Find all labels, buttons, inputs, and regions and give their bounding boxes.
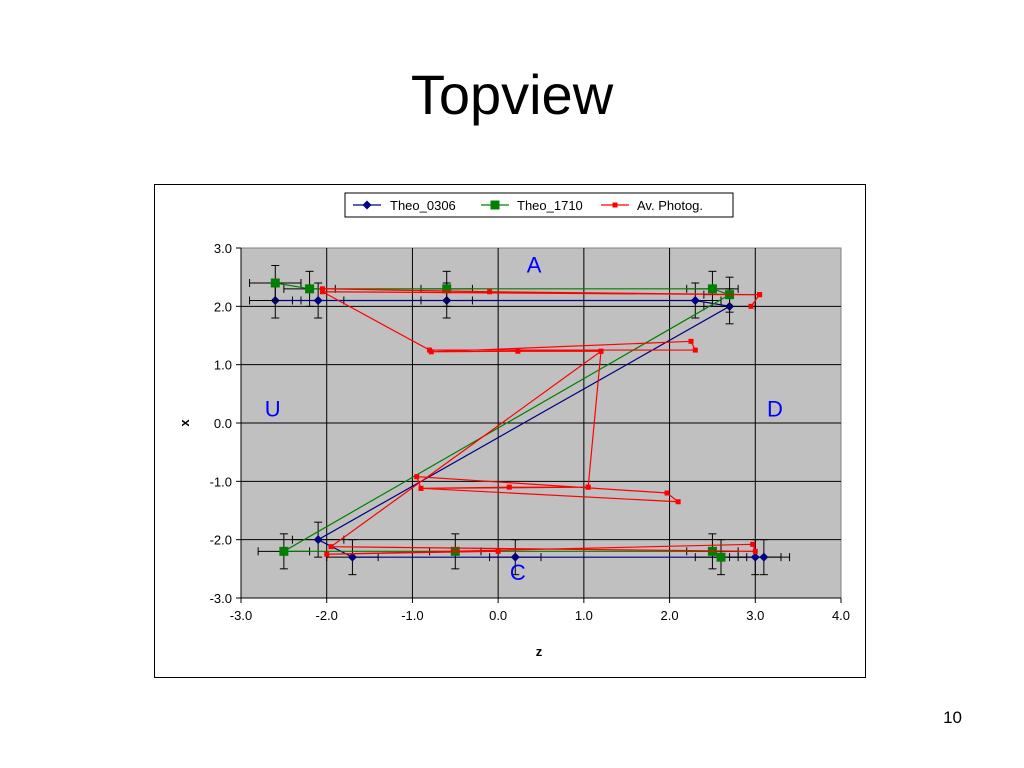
y-tick-label: 3.0: [214, 241, 232, 256]
series-line: [322, 288, 761, 555]
data-point: [598, 348, 604, 354]
page-number: 10: [943, 708, 962, 727]
data-point: [748, 303, 754, 309]
x-axis-title: z: [536, 644, 543, 659]
data-point: [319, 289, 325, 295]
chart-frame: -3.0 -2.0 -1.0 0.0 1.0 2.0 3.0 4.0 -3.0 -2.0 -1.0 0…: [154, 184, 866, 678]
data-point: [692, 347, 698, 353]
region-label-d: D: [767, 396, 783, 421]
y-axis-title: x: [177, 419, 192, 427]
data-point: [510, 552, 520, 562]
data-point: [319, 286, 325, 292]
data-point: [495, 548, 501, 554]
legend-label: Av. Photog.: [637, 198, 703, 213]
slide-title: Topview: [410, 63, 614, 126]
data-point: [612, 202, 618, 208]
region-label-a: A: [527, 252, 542, 277]
x-tick-label: 3.0: [746, 608, 764, 623]
data-point: [664, 490, 670, 496]
data-point: [688, 338, 694, 344]
data-point: [759, 552, 769, 562]
legend-label: Theo_1710: [517, 198, 583, 213]
y-tick-label: 0.0: [214, 416, 232, 431]
data-point: [707, 284, 717, 294]
series-line: [275, 299, 764, 558]
data-point: [362, 200, 372, 210]
data-point: [279, 546, 289, 556]
chart-svg: -3.0 -2.0 -1.0 0.0 1.0 2.0 3.0 4.0 -3.0 -2.0 -1.0 0…: [177, 192, 850, 659]
y-tick-label: -1.0: [210, 474, 232, 489]
y-tick-label: 2.0: [214, 299, 232, 314]
x-tick-label: -2.0: [316, 608, 338, 623]
data-point: [414, 474, 420, 480]
x-tick-label: -1.0: [401, 608, 423, 623]
legend-entry: Theo_1710: [481, 198, 583, 213]
data-point: [750, 541, 756, 547]
legend-label: Theo_0306: [390, 198, 456, 213]
x-tick-label: 1.0: [575, 608, 593, 623]
data-point: [675, 499, 681, 505]
y-tick-label: 1.0: [214, 358, 232, 373]
data-point: [716, 552, 726, 562]
data-point: [270, 278, 280, 288]
data-point: [750, 552, 760, 562]
data-point: [305, 284, 315, 294]
y-tick-label: -2.0: [210, 533, 232, 548]
data-point: [442, 284, 452, 294]
data-point: [347, 552, 357, 562]
data-point: [313, 296, 323, 305]
data-point: [585, 484, 591, 490]
data-point: [757, 292, 763, 298]
data-point: [690, 296, 700, 305]
legend-entry: Av. Photog.: [601, 198, 703, 213]
data-point: [418, 485, 424, 491]
data-point: [328, 544, 334, 550]
data-point: [324, 551, 330, 557]
region-label-u: U: [265, 396, 281, 421]
region-label-c: C: [510, 560, 526, 585]
data-point: [506, 484, 512, 490]
x-tick-label: -3.0: [230, 608, 252, 623]
data-point: [487, 289, 493, 295]
data-point: [752, 548, 758, 554]
series-av-photog: [319, 286, 763, 557]
x-tick-label: 2.0: [661, 608, 679, 623]
legend-box: [344, 192, 734, 218]
data-point: [490, 200, 500, 210]
x-tick-label: 4.0: [832, 608, 850, 623]
x-tick-label: 0.0: [489, 608, 507, 623]
data-point: [313, 535, 323, 545]
legend-entry: Theo_0306: [353, 198, 456, 213]
data-point: [428, 349, 434, 355]
y-tick-label: -3.0: [210, 591, 232, 606]
data-point: [515, 348, 521, 354]
